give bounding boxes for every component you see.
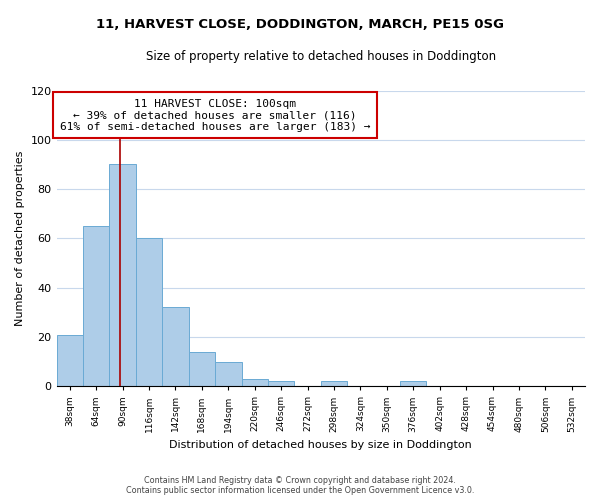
Bar xyxy=(162,308,188,386)
Text: Contains HM Land Registry data © Crown copyright and database right 2024.
Contai: Contains HM Land Registry data © Crown c… xyxy=(126,476,474,495)
Text: 11 HARVEST CLOSE: 100sqm
← 39% of detached houses are smaller (116)
61% of semi-: 11 HARVEST CLOSE: 100sqm ← 39% of detach… xyxy=(60,98,370,132)
Text: 11, HARVEST CLOSE, DODDINGTON, MARCH, PE15 0SG: 11, HARVEST CLOSE, DODDINGTON, MARCH, PE… xyxy=(96,18,504,30)
Title: Size of property relative to detached houses in Doddington: Size of property relative to detached ho… xyxy=(146,50,496,63)
Bar xyxy=(188,352,215,386)
Y-axis label: Number of detached properties: Number of detached properties xyxy=(15,150,25,326)
Bar xyxy=(136,238,162,386)
Bar xyxy=(242,379,268,386)
Bar xyxy=(56,334,83,386)
Bar xyxy=(400,382,427,386)
Bar xyxy=(215,362,242,386)
X-axis label: Distribution of detached houses by size in Doddington: Distribution of detached houses by size … xyxy=(169,440,472,450)
Bar xyxy=(268,382,295,386)
Bar xyxy=(321,382,347,386)
Bar xyxy=(109,164,136,386)
Bar xyxy=(83,226,109,386)
